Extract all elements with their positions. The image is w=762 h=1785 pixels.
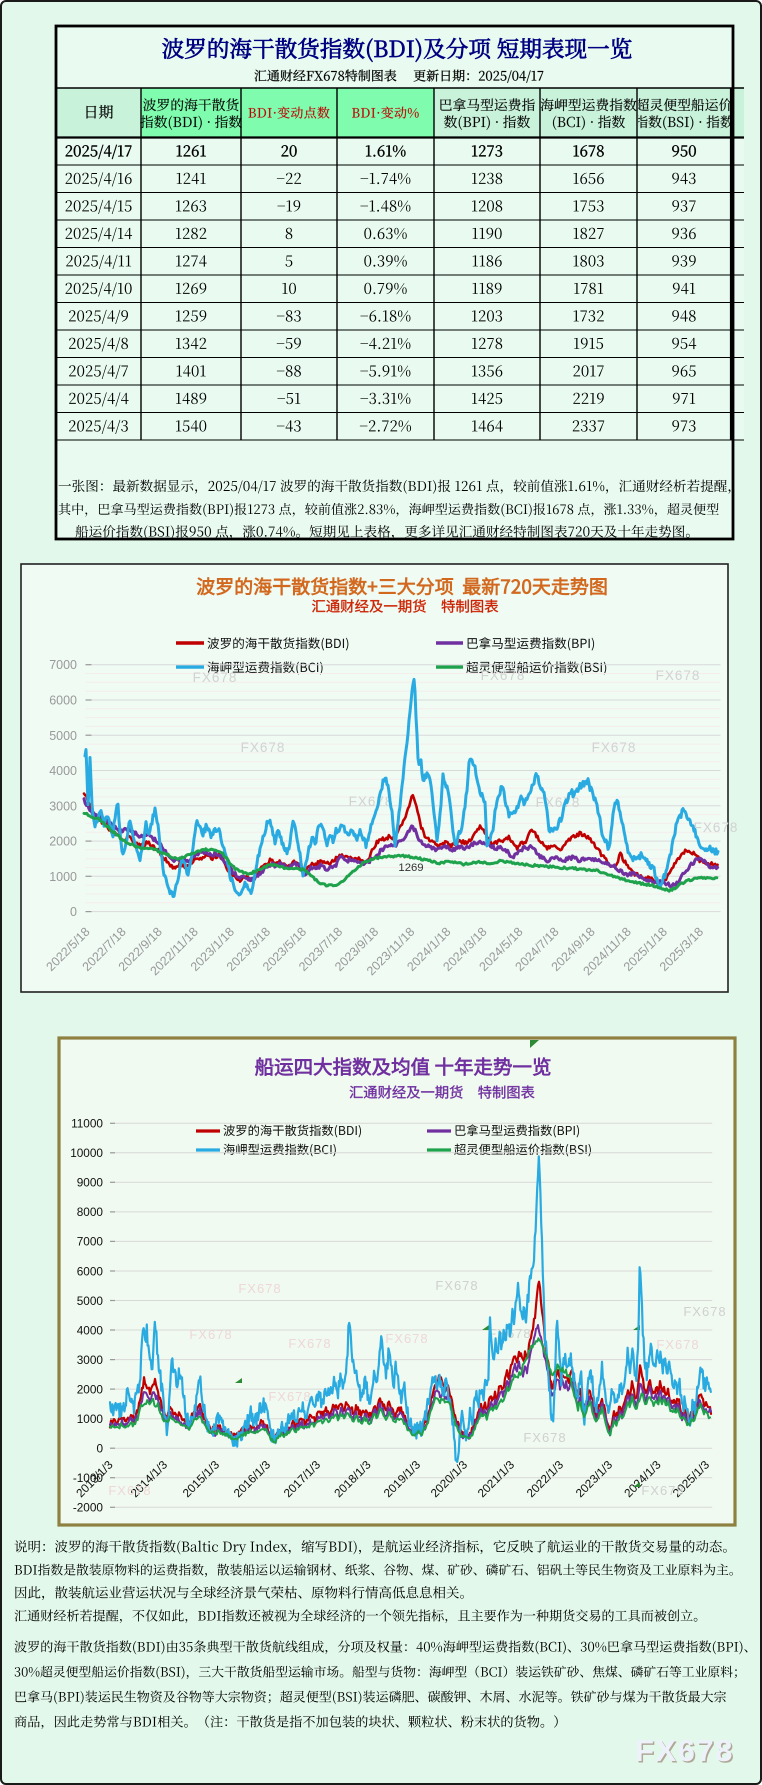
svg-text:-2000: -2000 xyxy=(73,1501,104,1515)
svg-text:FX678: FX678 xyxy=(108,1483,151,1498)
svg-text:6000: 6000 xyxy=(77,1264,104,1278)
svg-text:2000: 2000 xyxy=(77,1382,104,1396)
svg-text:5000: 5000 xyxy=(77,1294,104,1308)
svg-text:FX678: FX678 xyxy=(656,668,701,683)
svg-text:FX678: FX678 xyxy=(641,1483,684,1498)
svg-text:0: 0 xyxy=(96,1442,103,1456)
svg-text:FX678: FX678 xyxy=(189,1327,232,1342)
svg-text:FX678: FX678 xyxy=(241,740,286,755)
svg-text:FX678: FX678 xyxy=(683,1304,726,1319)
svg-text:FX678: FX678 xyxy=(694,820,739,835)
svg-text:FX678: FX678 xyxy=(238,1281,281,1296)
svg-text:7000: 7000 xyxy=(77,1235,104,1249)
svg-text:6000: 6000 xyxy=(49,694,77,708)
svg-text:4000: 4000 xyxy=(77,1323,104,1337)
svg-text:4000: 4000 xyxy=(49,764,77,778)
svg-text:3000: 3000 xyxy=(77,1353,104,1367)
svg-text:10000: 10000 xyxy=(70,1146,103,1160)
svg-text:11000: 11000 xyxy=(71,1117,103,1131)
svg-text:1000: 1000 xyxy=(49,870,77,884)
svg-text:FX678: FX678 xyxy=(637,1735,736,1770)
svg-text:FX678: FX678 xyxy=(288,1336,331,1351)
svg-text:1269: 1269 xyxy=(398,862,423,874)
svg-text:FX678: FX678 xyxy=(435,1278,478,1293)
svg-text:FX678: FX678 xyxy=(481,668,526,683)
svg-text:2000: 2000 xyxy=(49,835,77,849)
svg-text:8000: 8000 xyxy=(77,1205,104,1219)
svg-text:FX678: FX678 xyxy=(656,1337,699,1352)
svg-text:7000: 7000 xyxy=(49,658,77,672)
svg-text:0: 0 xyxy=(70,905,77,919)
svg-text:FX678: FX678 xyxy=(349,794,394,809)
svg-text:FX678: FX678 xyxy=(385,1331,428,1346)
svg-text:FX678: FX678 xyxy=(193,670,238,685)
svg-text:1000: 1000 xyxy=(77,1412,104,1426)
svg-text:FX678: FX678 xyxy=(592,740,637,755)
svg-text:9000: 9000 xyxy=(77,1176,104,1190)
svg-text:FX678: FX678 xyxy=(523,1430,566,1445)
svg-text:5000: 5000 xyxy=(49,729,77,743)
svg-text:FX678: FX678 xyxy=(268,1389,311,1404)
svg-text:FX678: FX678 xyxy=(635,1733,734,1768)
svg-text:-1000: -1000 xyxy=(73,1471,104,1485)
svg-text:3000: 3000 xyxy=(49,799,77,813)
